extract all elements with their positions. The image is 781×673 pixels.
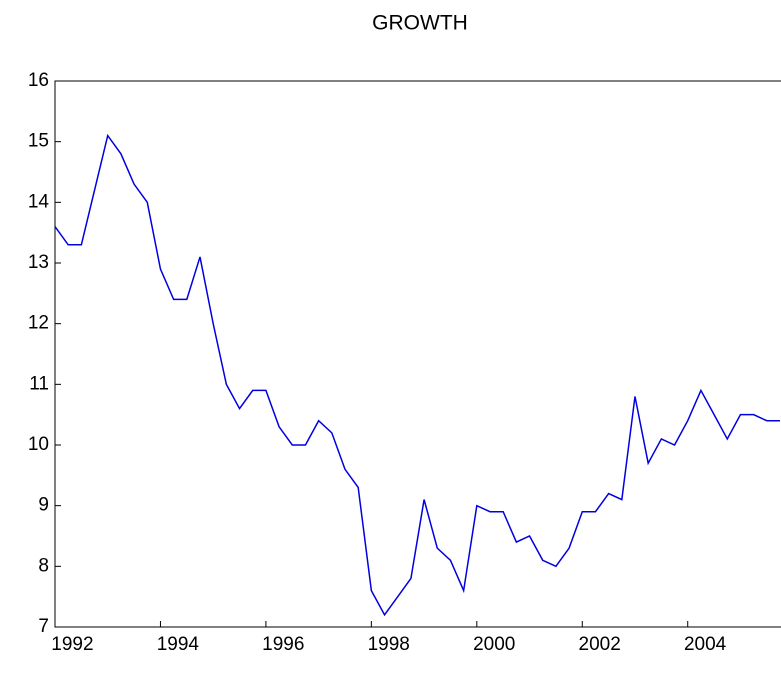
x-tick-label: 1996 [262,634,304,655]
x-tick-label: 1998 [368,634,410,655]
x-tick-label: 1994 [157,634,200,655]
y-tick-label: 9 [38,495,49,516]
series-line [54,133,780,617]
plot-frame [54,80,781,628]
y-tick-label: 13 [28,252,49,273]
x-tick-label: 2002 [579,634,621,655]
x-tick-label: 1992 [51,634,93,655]
y-tick-label: 7 [38,616,49,637]
y-tick-label: 15 [28,131,49,152]
y-tick-label: 12 [28,313,49,334]
x-tick-label: 2004 [684,634,727,655]
y-tick-label: 11 [29,373,49,394]
chart-title: GROWTH [372,12,468,35]
y-tick-label: 16 [28,70,49,91]
y-tick-label: 10 [28,434,49,455]
y-tick-label: 14 [28,191,50,212]
y-tick-label: 8 [38,555,49,576]
x-tick-label: 2000 [473,634,515,655]
